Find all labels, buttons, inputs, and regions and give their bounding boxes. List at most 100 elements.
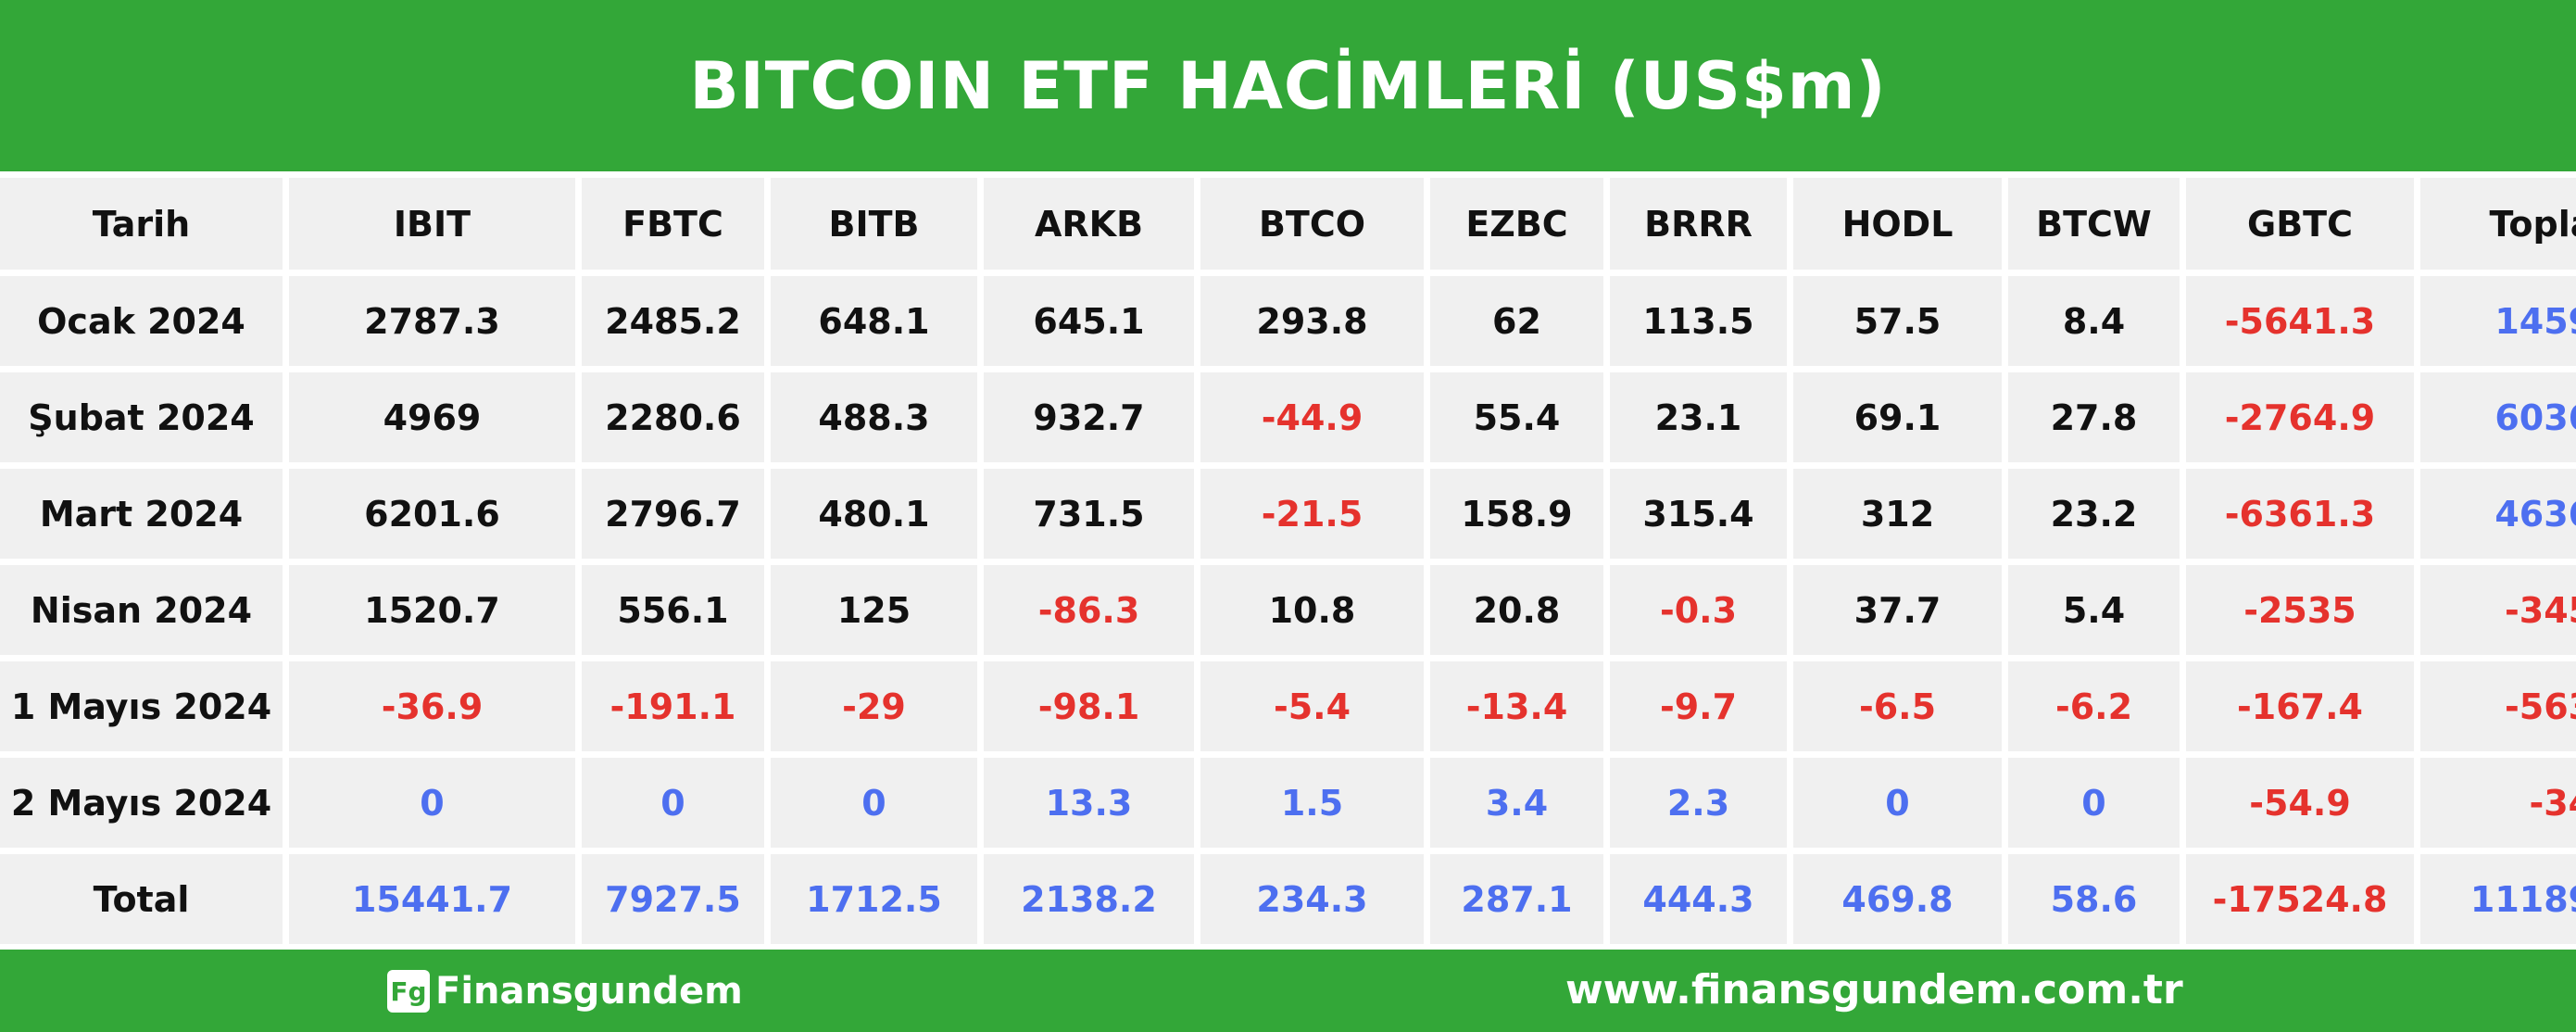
website-url: www.finansgundem.com.tr xyxy=(1565,966,2183,1013)
cell: 312 xyxy=(1793,469,2002,559)
cell: -0.3 xyxy=(1610,565,1787,655)
cell: -5.4 xyxy=(1200,661,1424,751)
cell: 69.1 xyxy=(1793,372,2002,462)
cell: 444.3 xyxy=(1610,854,1787,944)
cell: -86.3 xyxy=(984,565,1194,655)
cell: -2535 xyxy=(2186,565,2414,655)
cell: 1712.5 xyxy=(771,854,977,944)
cell: 4969 xyxy=(289,372,575,462)
cell: 0 xyxy=(289,758,575,848)
row-label: 2 Mayıs 2024 xyxy=(0,758,283,848)
column-header: Toplam xyxy=(2420,178,2576,270)
cell: 234.3 xyxy=(1200,854,1424,944)
cell: 2485.2 xyxy=(582,276,764,366)
cell: -6.5 xyxy=(1793,661,2002,751)
cell: -191.1 xyxy=(582,661,764,751)
footer: Fg Finansgundem www.finansgundem.com.tr xyxy=(0,950,2576,1032)
column-header: BITB xyxy=(771,178,977,270)
cell: 2796.7 xyxy=(582,469,764,559)
cell: -36.9 xyxy=(289,661,575,751)
cell: -17524.8 xyxy=(2186,854,2414,944)
cell: 2.3 xyxy=(1610,758,1787,848)
cell: 469.8 xyxy=(1793,854,2002,944)
cell: 3.4 xyxy=(1430,758,1603,848)
column-header: BRRR xyxy=(1610,178,1787,270)
column-header: BTCO xyxy=(1200,178,1424,270)
cell: 6036.2 xyxy=(2420,372,2576,462)
cell: 11189.2 xyxy=(2420,854,2576,944)
cell: 293.8 xyxy=(1200,276,1424,366)
table-area: Tarih IBIT FBTC BITB ARKB BTCO EZBC BRRR HODL BTC… xyxy=(0,171,2576,950)
cell: 8.4 xyxy=(2008,276,2180,366)
cell: 23.2 xyxy=(2008,469,2180,559)
cell: 287.1 xyxy=(1430,854,1603,944)
column-header: Tarih xyxy=(0,178,283,270)
table-row: Ocak 2024 2787.3 2485.2 648.1 645.1 293.8 62 11… xyxy=(0,276,2576,366)
cell: 488.3 xyxy=(771,372,977,462)
title: BITCOIN ETF HACİMLERİ (US$m) xyxy=(689,47,1887,124)
logo: Fg Finansgundem xyxy=(387,968,743,1014)
cell: 62 xyxy=(1430,276,1603,366)
cell: -167.4 xyxy=(2186,661,2414,751)
column-header: EZBC xyxy=(1430,178,1603,270)
row-label: Mart 2024 xyxy=(0,469,283,559)
row-label: Şubat 2024 xyxy=(0,372,283,462)
row-label: Total xyxy=(0,854,283,944)
header-row: Tarih IBIT FBTC BITB ARKB BTCO EZBC BRRR HODL BTC… xyxy=(0,178,2576,270)
cell: 2138.2 xyxy=(984,854,1194,944)
cell: 125 xyxy=(771,565,977,655)
header: BITCOIN ETF HACİMLERİ (US$m) xyxy=(0,0,2576,171)
cell: 2280.6 xyxy=(582,372,764,462)
cell: 731.5 xyxy=(984,469,1194,559)
cell: 158.9 xyxy=(1430,469,1603,559)
cell: -2764.9 xyxy=(2186,372,2414,462)
table-row: Mart 2024 6201.6 2796.7 480.1 731.5 -21.5 158.… xyxy=(0,469,2576,559)
cell: 6201.6 xyxy=(289,469,575,559)
row-label: 1 Mayıs 2024 xyxy=(0,661,283,751)
cell: -34.4 xyxy=(2420,758,2576,848)
cell: -345.1 xyxy=(2420,565,2576,655)
logo-text: Finansgundem xyxy=(435,970,743,1013)
cell: 5.4 xyxy=(2008,565,2180,655)
column-header: GBTC xyxy=(2186,178,2414,270)
cell: -54.9 xyxy=(2186,758,2414,848)
column-header: HODL xyxy=(1793,178,2002,270)
cell: 37.7 xyxy=(1793,565,2002,655)
cell: 57.5 xyxy=(1793,276,2002,366)
cell: -9.7 xyxy=(1610,661,1787,751)
cell: 315.4 xyxy=(1610,469,1787,559)
table-row: 1 Mayıs 2024 -36.9 -191.1 -29 -98.1 -5.4 -13.4… xyxy=(0,661,2576,751)
logo-icon: Fg xyxy=(387,970,430,1013)
cell: 27.8 xyxy=(2008,372,2180,462)
cell: 58.6 xyxy=(2008,854,2180,944)
cell: 1459.6 xyxy=(2420,276,2576,366)
cell: 7927.5 xyxy=(582,854,764,944)
cell: 20.8 xyxy=(1430,565,1603,655)
cell: 13.3 xyxy=(984,758,1194,848)
row-label: Nisan 2024 xyxy=(0,565,283,655)
cell: 0 xyxy=(582,758,764,848)
cell: 645.1 xyxy=(984,276,1194,366)
cell: 932.7 xyxy=(984,372,1194,462)
cell: -563.7 xyxy=(2420,661,2576,751)
column-header: BTCW xyxy=(2008,178,2180,270)
cell: 4636.6 xyxy=(2420,469,2576,559)
cell: 0 xyxy=(771,758,977,848)
cell: -6361.3 xyxy=(2186,469,2414,559)
cell: 556.1 xyxy=(582,565,764,655)
cell: -44.9 xyxy=(1200,372,1424,462)
cell: 1.5 xyxy=(1200,758,1424,848)
column-header: ARKB xyxy=(984,178,1194,270)
table-row: Şubat 2024 4969 2280.6 488.3 932.7 -44.9 55.4 2… xyxy=(0,372,2576,462)
cell: 10.8 xyxy=(1200,565,1424,655)
cell: -13.4 xyxy=(1430,661,1603,751)
cell: 0 xyxy=(1793,758,2002,848)
cell: 2787.3 xyxy=(289,276,575,366)
cell: 55.4 xyxy=(1430,372,1603,462)
cell: -98.1 xyxy=(984,661,1194,751)
cell: 480.1 xyxy=(771,469,977,559)
cell: 23.1 xyxy=(1610,372,1787,462)
row-label: Ocak 2024 xyxy=(0,276,283,366)
cell: 15441.7 xyxy=(289,854,575,944)
